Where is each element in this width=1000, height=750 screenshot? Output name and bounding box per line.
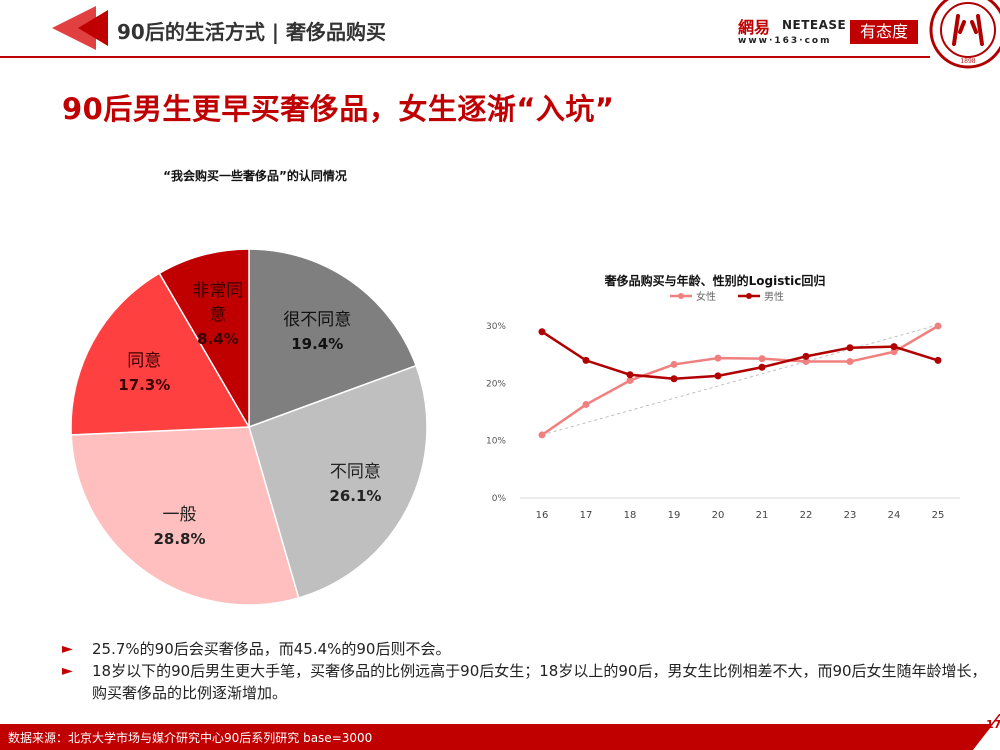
insight-text: 25.7%的90后会买奢侈品，而45.4%的90后则不会。 [92,640,451,658]
pie-slice [248,248,418,429]
pie-slice-label: 同意 [127,351,161,371]
pie-slice [248,364,428,599]
pie-slice [158,248,250,430]
series-point [890,348,898,356]
series-line [541,330,939,381]
y-tick-label: 10% [486,437,506,447]
pie-chart-title: “我会购买一些奢侈品”的认同情况 [163,169,347,183]
pie-slice [70,272,251,436]
pie-slice [70,426,300,606]
x-tick-label: 25 [932,510,945,521]
page-corner-icon [972,714,1000,750]
insight-item: ► 18岁以下的90后男生更大手笔，买奢侈品的比例远高于90后女生；18岁以上的… [62,660,992,704]
series-point [538,328,546,336]
x-tick-label: 22 [800,510,813,521]
series-point [802,358,810,366]
series-point [934,356,942,364]
y-tick-label: 20% [486,379,506,389]
pie-slice-label: 很不同意 [283,310,351,330]
series-point [582,401,590,409]
series-point [846,358,854,366]
pie-slice-label: 一般 [163,505,197,525]
section-title: 90后的生活方式 | 奢侈品购买 [117,20,387,44]
x-tick-label: 19 [668,510,681,521]
y-tick-label: 0% [492,494,507,504]
series-line [541,324,939,436]
legend-label: 男性 [764,290,784,303]
x-tick-label: 17 [580,510,593,521]
series-point [890,343,898,351]
seal-year-text: 1898 [960,58,975,65]
bullet-arrow-icon: ► [62,641,73,657]
youtaidu-logo: 有态度 [850,20,918,44]
line-chart-title: 奢侈品购买与年龄、性别的Logistic回归 [604,274,826,288]
netease-logo: 網易 NETEASE www·163·com [738,14,850,48]
footer-bar: 数据来源：北京大学市场与媒介研究中心90后系列研究 base=3000 [0,724,1000,750]
pie-slice-label: 意 [209,305,226,325]
data-source-note: 数据来源：北京大学市场与媒介研究中心90后系列研究 base=3000 [8,731,373,745]
x-tick-label: 18 [624,510,637,521]
series-point [934,322,942,330]
header-divider [0,56,930,58]
line-chart: 0% 10% 20% 30% 16 17 18 19 20 21 22 23 24 25 女性 男性 [486,290,960,521]
series-point [846,344,854,352]
peking-university-seal-icon: 1898 [929,0,1000,69]
pie-slice-value: 17.3% [118,376,170,394]
series-point [670,375,678,383]
x-tick-label: 20 [712,510,725,521]
pie-slice-value: 28.8% [153,530,205,548]
x-tick-label: 21 [756,510,769,521]
bullet-arrow-icon: ► [62,663,73,679]
page-headline: 90后男生更早买奢侈品，女生逐渐“入坑” [62,92,615,126]
pie-slice-value: 19.4% [291,335,343,353]
x-tick-label: 16 [536,510,549,521]
series-point [670,360,678,368]
trend-line [541,324,939,436]
pie-slice-value: 26.1% [329,487,381,505]
pie-slice-value: 8.4% [197,330,239,348]
page-number: 17 [986,718,1000,731]
insight-item: ► 25.7%的90后会买奢侈品，而45.4%的90后则不会。 [62,638,992,660]
series-point [626,371,634,379]
series-point [582,356,590,364]
header-chevron-icon [52,6,108,50]
series-point [714,372,722,380]
netease-logo-url: www·163·com [738,36,832,46]
legend-label: 女性 [696,290,716,303]
series-point [538,431,546,439]
legend-marker [678,293,684,299]
pie-slice-label: 非常同 [192,281,243,301]
x-tick-label: 23 [844,510,857,521]
netease-logo-cn: 網易 [738,18,771,37]
insight-list: ► 25.7%的90后会买奢侈品，而45.4%的90后则不会。 ► 18岁以下的… [62,638,992,704]
series-point [626,376,634,384]
header-bar: 90后的生活方式 | 奢侈品购买 網易 NETEASE www·163·com … [0,0,1000,69]
series-point [802,352,810,360]
netease-logo-en: NETEASE [782,18,847,32]
pie-slice-label: 不同意 [330,462,381,482]
y-tick-label: 30% [486,322,506,332]
series-point [758,363,766,371]
insight-text: 18岁以下的90后男生更大手笔，买奢侈品的比例远高于90后女生；18岁以上的90… [92,662,987,702]
series-point [714,354,722,362]
series-point [758,355,766,363]
x-tick-label: 24 [888,510,901,521]
legend-marker [746,293,752,299]
